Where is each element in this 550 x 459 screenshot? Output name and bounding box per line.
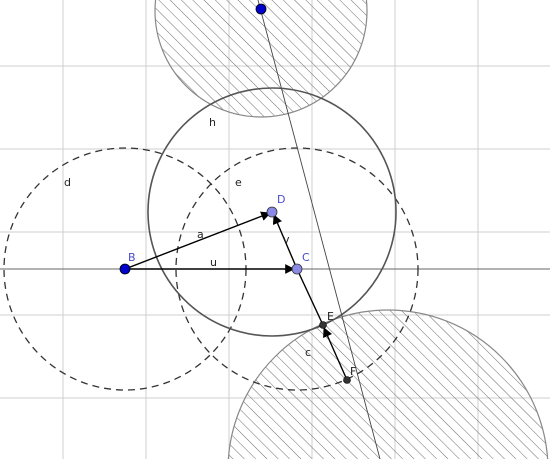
top-hatched-circle[interactable] [154, 0, 368, 118]
point-E[interactable] [319, 321, 327, 329]
label-B: B [128, 251, 136, 264]
point-C[interactable] [291, 263, 303, 275]
label-e: e [235, 176, 242, 189]
label-c: c [305, 346, 311, 359]
label-d: d [64, 176, 71, 189]
label-h: h [209, 116, 216, 129]
label-v: v [283, 233, 290, 246]
label-a: a [197, 228, 204, 241]
label-F: F [350, 365, 356, 378]
label-C: C [302, 251, 310, 264]
vector-a[interactable] [124, 211, 271, 270]
label-E: E [327, 310, 334, 323]
label-D: D [277, 193, 285, 206]
point-D[interactable] [266, 206, 278, 218]
segment-CE[interactable] [296, 268, 324, 326]
point-top-center[interactable] [255, 3, 267, 15]
vector-v[interactable] [272, 214, 298, 270]
bottom-hatched-circle[interactable] [227, 309, 549, 459]
solid-circle[interactable] [147, 87, 397, 337]
label-u: u [210, 256, 217, 269]
point-B[interactable] [119, 263, 131, 275]
vector-c[interactable] [323, 327, 348, 381]
point-F[interactable] [343, 376, 351, 384]
line-h[interactable] [257, 0, 381, 459]
